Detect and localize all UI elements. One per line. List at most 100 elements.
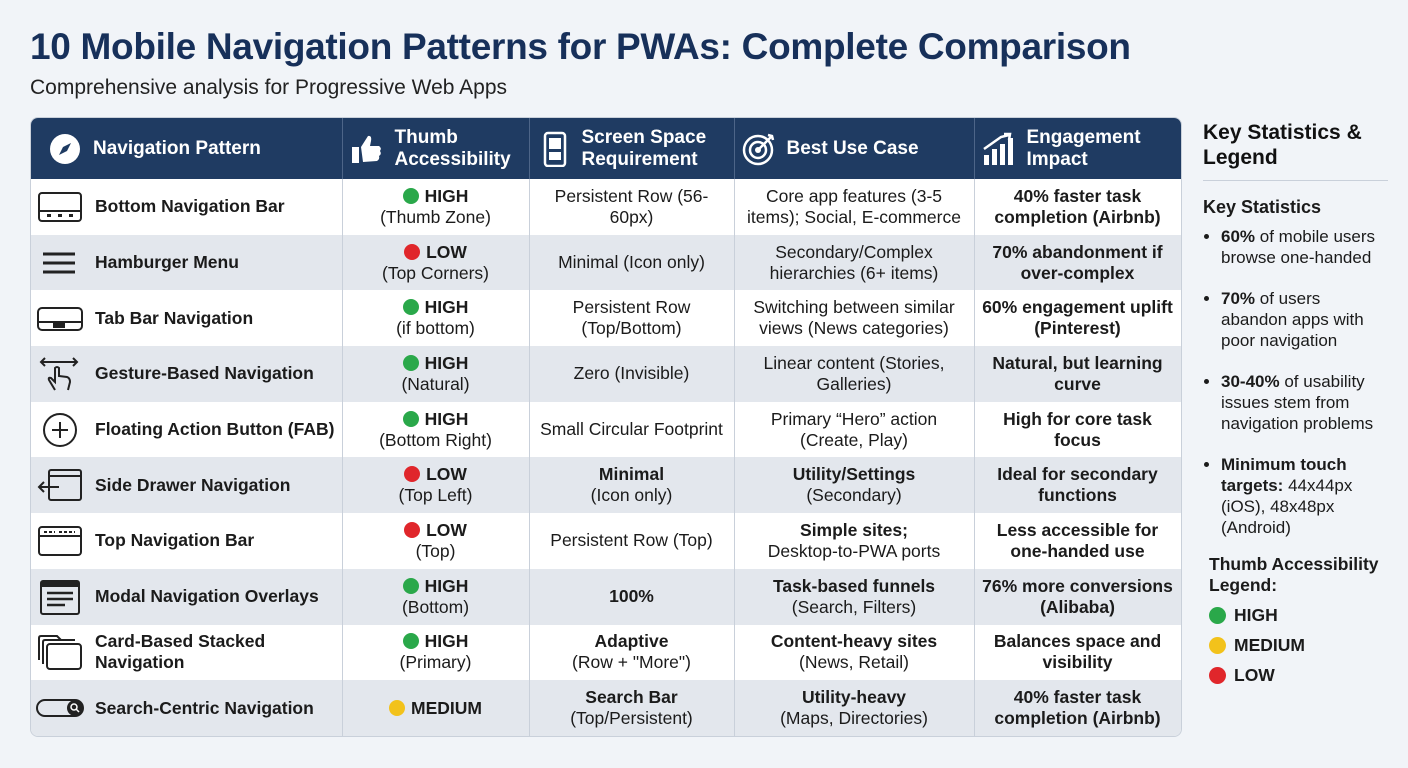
sidebar: Key Statistics & Legend Key Statistics 6… (1203, 120, 1388, 686)
thumb-note: (Top Corners) (382, 262, 489, 283)
level-label: MEDIUM (411, 697, 482, 718)
legend-label: MEDIUM (1234, 634, 1305, 655)
header-icon (981, 131, 1017, 167)
pattern-icon-svg (38, 635, 82, 671)
stat-item: Minimum touch targets: 44x44px (iOS), 48… (1221, 454, 1388, 538)
cell-text: Zero (Invisible) (573, 363, 690, 384)
header-icon-svg (50, 133, 80, 164)
pattern-icon (35, 189, 85, 225)
space-cell: 100% (529, 568, 735, 625)
table-row: Card-Based Stacked Navigation HIGH (Primar… (31, 624, 1181, 681)
pattern-wrap: Hamburger Menu (35, 245, 338, 281)
legend-dot (1209, 606, 1226, 624)
cell-strong: Balances space and visibility (993, 631, 1162, 673)
level-dot (402, 577, 419, 594)
level-label: HIGH (424, 631, 469, 652)
level-label: LOW (426, 241, 467, 262)
cell-text: Secondary/Complex hierarchies (6+ items) (769, 241, 939, 283)
pattern-name: Modal Navigation Overlays (95, 586, 319, 607)
thumb-note: (Bottom Right) (379, 429, 492, 450)
pattern-name: Card-Based Stacked Navigation (95, 631, 266, 673)
stat-text: of mobile users browse one-handed (1221, 227, 1376, 267)
legend-dot (1209, 636, 1226, 654)
cell-strong: 100% (609, 586, 654, 607)
header-wrap: Navigation Pattern (37, 131, 336, 167)
level-label: HIGH (424, 352, 469, 373)
thumb-note: (Primary) (399, 652, 472, 673)
thumb-cell: HIGH (Natural) (342, 346, 530, 402)
pattern-icon-svg (37, 307, 83, 332)
impact-cell: Balances space and visibility (974, 624, 1181, 681)
cell-text: Minimal (Icon only) (558, 252, 705, 273)
use-cell: Core app features (3-5 items); Social, E… (734, 179, 975, 235)
stats-list: 60% of mobile users browse one-handed 70%… (1203, 226, 1388, 538)
table-body: Bottom Navigation Bar HIGH (Thumb Zone) Per… (31, 179, 1181, 736)
pattern-cell: Card-Based Stacked Navigation (31, 624, 343, 681)
cell-text: Primary “Hero” action (Create, Play) (770, 408, 938, 450)
pattern-wrap: Gesture-Based Navigation (35, 356, 338, 392)
table-row: Search-Centric Navigation MEDIUM Search Ba… (31, 680, 1181, 736)
table-row: Bottom Navigation Bar HIGH (Thumb Zone) Per… (31, 179, 1181, 235)
thumb-cell: HIGH (Bottom Right) (342, 401, 530, 458)
cell-text: Persistent Row (Top) (550, 530, 713, 551)
pattern-icon-svg (43, 412, 77, 447)
thumb-note: (Thumb Zone) (380, 206, 491, 227)
header-row: Navigation Pattern Thumb Accessibility Scr… (31, 118, 1181, 179)
title: 10 Mobile Navigation Patterns for PWAs: … (30, 26, 1131, 67)
impact-cell: 40% faster task completion (Airbnb) (974, 680, 1181, 736)
level-dot (402, 187, 419, 204)
header-icon (741, 131, 777, 167)
thumb-note: (Natural) (401, 373, 470, 394)
thumb-level: LOW (347, 520, 525, 541)
cell-text: Linear content (Stories, Galleries) (763, 352, 945, 394)
header-label: Screen Space Requirement (581, 126, 707, 170)
cell-strong: Search Bar (585, 687, 678, 708)
thumb-note: (Bottom) (401, 596, 470, 617)
pattern-name: Gesture-Based Navigation (95, 363, 314, 384)
thumb-level: LOW (347, 242, 525, 263)
cell-strong: Task-based funnels (772, 575, 936, 596)
column-header: Thumb Accessibility (342, 118, 530, 179)
pattern-cell: Side Drawer Navigation (31, 457, 343, 514)
cell-strong: Adaptive (594, 631, 669, 652)
thumb-level: HIGH (347, 409, 525, 430)
pattern-icon (35, 634, 85, 671)
column-header: Navigation Pattern (31, 118, 343, 179)
pattern-name: Tab Bar Navigation (95, 307, 254, 328)
pattern-icon (35, 412, 85, 448)
legend: HIGH MEDIUM LOW (1203, 604, 1388, 686)
pattern-cell: Top Navigation Bar (31, 513, 343, 569)
legend-item: MEDIUM (1209, 634, 1388, 656)
cell-strong: High for core task focus (1003, 408, 1152, 450)
table-row: Modal Navigation Overlays HIGH (Bottom) 100… (31, 568, 1181, 625)
cell-text: (Search, Filters) (791, 596, 917, 617)
legend-heading: Thumb Accessibility Legend: (1209, 554, 1379, 595)
cell-text: Switching between similar views (News ca… (753, 297, 955, 339)
thumb-cell: HIGH (Bottom) (342, 568, 530, 625)
level-dot (404, 466, 421, 483)
pattern-wrap: Side Drawer Navigation (35, 467, 338, 503)
cell-text: Persistent Row (Top/Bottom) (572, 297, 691, 339)
level-dot (402, 299, 419, 316)
use-cell: Simple sites; Desktop-to-PWA ports (734, 513, 975, 569)
impact-cell: Natural, but learning curve (974, 346, 1181, 402)
subtitle: Comprehensive analysis for Progressive W… (30, 76, 508, 99)
pattern-wrap: Floating Action Button (FAB) (35, 412, 338, 448)
header-wrap: Engagement Impact (981, 127, 1175, 171)
pattern-icon-svg (36, 699, 84, 718)
header-label: Thumb Accessibility (394, 126, 511, 170)
pattern-icon-svg (40, 579, 80, 615)
pattern-icon-svg (37, 469, 82, 502)
legend-label: LOW (1234, 664, 1275, 685)
thumb-level: LOW (347, 464, 525, 485)
thumb-cell: LOW (Top Left) (342, 457, 530, 514)
use-cell: Switching between similar views (News ca… (734, 290, 975, 347)
pattern-icon (35, 245, 85, 281)
cell-strong: Content-heavy sites (770, 631, 938, 652)
thumb-note: (Top) (415, 540, 456, 561)
cell-text: (Secondary) (806, 485, 902, 506)
cell-strong: 70% abandonment if over-complex (992, 241, 1163, 283)
pattern-icon (35, 523, 85, 559)
header-icon (536, 131, 572, 167)
legend-dot (1209, 666, 1226, 684)
